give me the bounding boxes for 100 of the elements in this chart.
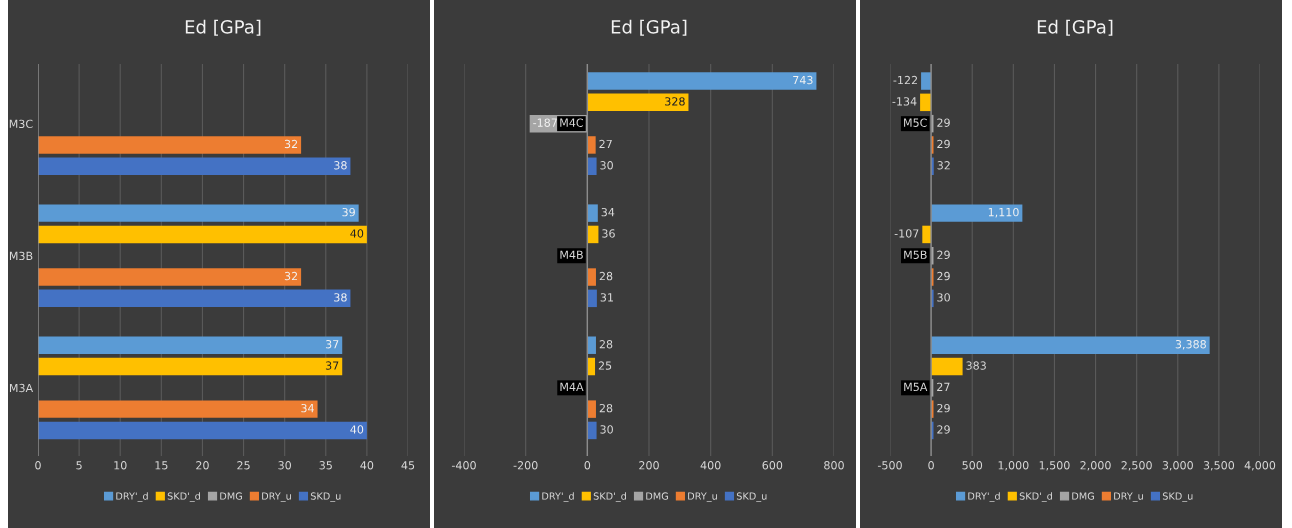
legend-label: DRY'_d [116,492,148,502]
bar [587,268,596,286]
data-label: 39 [342,207,355,217]
data-label: 32 [937,161,950,170]
data-label: 3,388 [1175,340,1206,350]
data-label: 1,110 [988,207,1019,218]
chart-title: Ed [GPa] [611,19,687,36]
data-label: 28 [599,403,613,413]
data-label: 37 [325,340,339,349]
data-label: 29 [937,271,950,281]
data-label: 30 [600,161,613,170]
x-tick-label: 1,500 [1039,461,1070,471]
data-label: -122 [893,75,918,85]
legend-label: SKD_u [736,492,767,502]
data-label: 37 [325,361,339,370]
x-tick-label: 600 [762,461,783,470]
x-tick-label: 400 [700,461,721,470]
y-tick-label: M4A [560,382,584,391]
x-tick-label: 0 [928,461,934,470]
bar [38,421,367,440]
data-label: 31 [600,293,613,302]
x-tick-label: 3,500 [1203,461,1235,471]
x-tick-label: 2,000 [1080,461,1111,471]
bar [587,136,596,154]
x-tick-label: 15 [155,461,168,470]
bar [38,289,351,308]
x-tick-label: 5 [76,461,82,470]
bar [587,204,598,222]
y-tick-label: M5A [904,382,928,392]
x-tick-label: 500 [962,461,983,470]
bar [931,204,1023,222]
x-tick-label: 45 [401,461,415,470]
bar [38,400,318,418]
x-tick-label: 4,000 [1244,461,1276,471]
bar [587,289,597,308]
data-label: 28 [599,340,613,349]
data-label: 34 [301,403,314,413]
bar [38,136,302,154]
bar [38,204,359,222]
legend-label: SKD_u [1162,492,1193,502]
x-tick-label: 0 [584,461,591,470]
legend-label: DMG [1072,492,1094,500]
data-label: -187 [533,118,557,127]
x-tick-label: 20 [196,461,209,470]
data-label: 40 [350,425,364,434]
bar [587,421,597,440]
chart-title: Ed [GPa] [1037,19,1113,36]
data-label: 743 [793,75,813,85]
x-tick-label: 800 [824,461,844,470]
data-label: 32 [284,271,298,281]
data-label: 29 [937,403,950,413]
data-label: 29 [937,118,950,127]
data-label: 29 [937,250,950,259]
data-label: 29 [937,139,950,149]
data-label: 328 [665,97,685,106]
bar [931,336,1210,354]
data-label: 32 [284,139,298,149]
data-label: -134 [892,97,917,106]
legend-label: DMG [220,492,242,500]
x-tick-label: 3,000 [1162,461,1193,471]
data-label: 30 [937,293,950,302]
data-label: 36 [602,229,615,238]
legend-label: DMG [646,492,668,500]
legend-label: DRY'_d [968,492,1000,502]
x-tick-label: 25 [237,461,250,470]
x-tick-label: -200 [513,461,538,470]
x-tick-label: 2,500 [1121,461,1152,471]
bar [38,357,343,376]
legend-label: DRY'_d [542,492,574,502]
bar [587,157,597,175]
bar [931,357,963,376]
legend-label: SKD'_d [593,492,626,502]
bar [38,268,302,286]
data-label: 38 [334,161,347,170]
bar [38,225,367,244]
data-label: 38 [334,293,347,302]
legend-label: SKD'_d [167,492,200,502]
bar [587,400,596,418]
y-tick-label: M3C [9,119,33,129]
chart-title: Ed [GPa] [185,19,261,36]
legend-label: DRY_u [262,492,291,502]
y-tick-label: M5B [904,250,927,259]
legend-label: DRY_u [1114,492,1143,502]
y-tick-label: M3A [9,383,34,393]
bar [38,157,351,175]
data-label: 40 [350,229,364,238]
data-label: 383 [966,361,986,370]
y-tick-label: M3B [9,251,33,261]
data-label: 30 [600,425,613,434]
legend-label: DRY_u [688,492,717,502]
x-tick-label: 40 [360,461,374,470]
x-tick-label: 1,000 [998,461,1029,471]
data-label: 28 [599,271,613,281]
legend-label: SKD_u [310,492,341,502]
bar [587,93,689,112]
x-tick-label: 10 [114,461,127,470]
bar [921,72,932,90]
bar [587,336,596,354]
data-label: 27 [599,139,612,149]
data-label: 34 [601,207,615,217]
